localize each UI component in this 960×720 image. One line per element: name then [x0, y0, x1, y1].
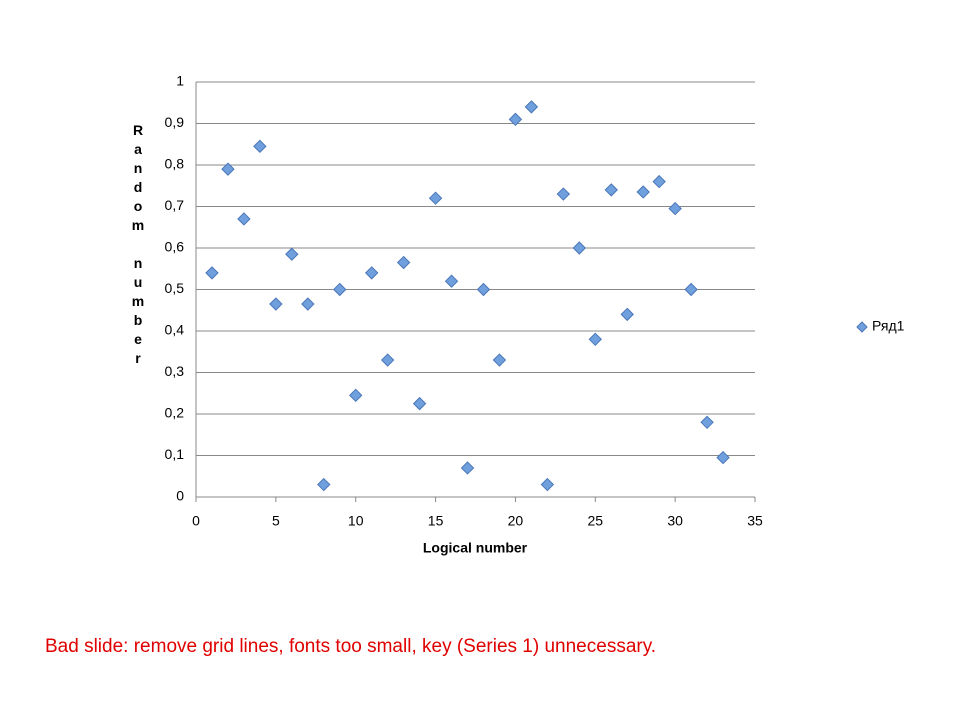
y-tick-label: 0,5 — [165, 280, 185, 296]
point — [476, 282, 491, 297]
y-axis-label: Random number — [130, 122, 146, 369]
x-tick-label: 10 — [348, 513, 364, 529]
point — [333, 282, 347, 297]
point — [604, 183, 618, 197]
point — [253, 139, 267, 154]
point — [237, 212, 251, 226]
point — [317, 477, 331, 492]
point — [508, 112, 523, 127]
point — [460, 461, 475, 475]
y-tick-label: 0,9 — [165, 114, 185, 130]
point — [428, 191, 443, 205]
point — [540, 477, 555, 492]
x-tick-label: 30 — [667, 513, 683, 529]
point — [684, 282, 698, 297]
caption: Bad slide: remove grid lines, fonts too … — [45, 636, 657, 657]
x-tick-label: 15 — [428, 513, 444, 529]
point — [285, 247, 299, 261]
y-tick-label: 0,3 — [165, 363, 185, 379]
point — [205, 266, 219, 280]
point — [636, 185, 650, 199]
x-tick-label: 20 — [508, 513, 524, 529]
point — [364, 266, 379, 280]
point — [380, 353, 395, 367]
point — [716, 450, 730, 465]
point — [301, 297, 315, 311]
legend-label: Ряд1 — [872, 318, 905, 334]
y-tick-label: 0,7 — [165, 197, 185, 213]
y-tick-label: 0,4 — [165, 322, 185, 338]
x-tick-label: 25 — [587, 513, 603, 529]
point — [572, 241, 587, 255]
y-tick-label: 1 — [176, 73, 184, 89]
point — [444, 274, 459, 288]
x-tick-label: 5 — [272, 513, 280, 529]
point — [396, 255, 411, 270]
point — [269, 297, 283, 311]
x-tick-label: 0 — [192, 513, 200, 529]
y-tick-label: 0,8 — [165, 156, 185, 172]
y-tick-label: 0,1 — [165, 446, 185, 462]
point — [556, 187, 571, 201]
point — [700, 415, 714, 430]
legend-marker — [856, 321, 868, 333]
y-tick-label: 0 — [176, 488, 184, 504]
point — [221, 162, 235, 176]
y-tick-label: 0,2 — [165, 405, 185, 421]
x-tick-label: 35 — [747, 513, 763, 529]
point — [588, 332, 602, 347]
x-axis-label: Logical number — [423, 540, 528, 556]
point — [492, 353, 507, 367]
point — [412, 396, 427, 411]
y-tick-label: 0,6 — [165, 239, 185, 255]
point — [349, 388, 363, 403]
point — [668, 201, 682, 216]
point — [620, 307, 634, 322]
point — [524, 100, 539, 114]
point — [652, 174, 666, 189]
